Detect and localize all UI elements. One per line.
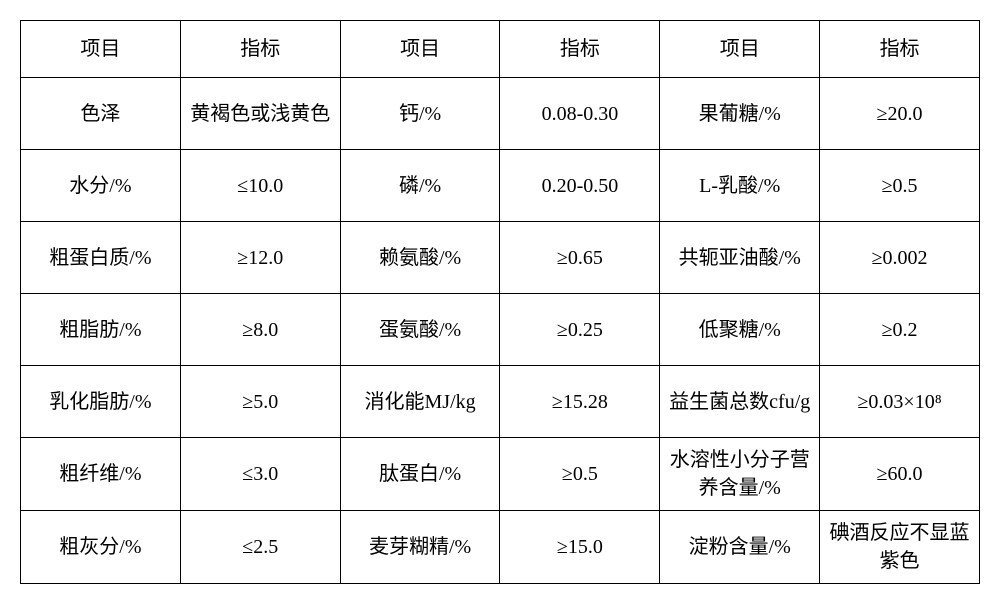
data-cell: 色泽 (21, 78, 181, 150)
table-row: 粗纤维/% ≤3.0 肽蛋白/% ≥0.5 水溶性小分子营养含量/% ≥60.0 (21, 438, 980, 511)
data-cell: ≥8.0 (180, 294, 340, 366)
data-cell: 麦芽糊精/% (340, 511, 500, 584)
data-cell: ≥0.002 (820, 222, 980, 294)
data-cell: 0.20-0.50 (500, 150, 660, 222)
data-cell: 粗脂肪/% (21, 294, 181, 366)
data-cell: ≤3.0 (180, 438, 340, 511)
data-cell: ≥20.0 (820, 78, 980, 150)
data-cell: 黄褐色或浅黄色 (180, 78, 340, 150)
table-row: 水分/% ≤10.0 磷/% 0.20-0.50 L-乳酸/% ≥0.5 (21, 150, 980, 222)
data-cell: ≥60.0 (820, 438, 980, 511)
data-cell: ≥0.2 (820, 294, 980, 366)
data-cell: 低聚糖/% (660, 294, 820, 366)
data-cell: 粗纤维/% (21, 438, 181, 511)
header-cell: 项目 (21, 21, 181, 78)
data-cell: 共轭亚油酸/% (660, 222, 820, 294)
header-cell: 项目 (340, 21, 500, 78)
data-cell: ≥0.5 (820, 150, 980, 222)
spec-table: 项目 指标 项目 指标 项目 指标 色泽 黄褐色或浅黄色 钙/% 0.08-0.… (20, 20, 980, 584)
table-row: 乳化脂肪/% ≥5.0 消化能MJ/kg ≥15.28 益生菌总数cfu/g ≥… (21, 366, 980, 438)
data-cell: ≥0.5 (500, 438, 660, 511)
data-cell: 肽蛋白/% (340, 438, 500, 511)
data-cell: 消化能MJ/kg (340, 366, 500, 438)
data-cell: ≥12.0 (180, 222, 340, 294)
data-cell: 碘酒反应不显蓝紫色 (820, 511, 980, 584)
data-cell: ≥15.28 (500, 366, 660, 438)
header-cell: 项目 (660, 21, 820, 78)
data-cell: ≤2.5 (180, 511, 340, 584)
data-cell: 钙/% (340, 78, 500, 150)
table-row: 项目 指标 项目 指标 项目 指标 (21, 21, 980, 78)
data-cell: ≥15.0 (500, 511, 660, 584)
data-cell: 赖氨酸/% (340, 222, 500, 294)
data-cell: 水溶性小分子营养含量/% (660, 438, 820, 511)
data-cell: 益生菌总数cfu/g (660, 366, 820, 438)
table-row: 粗脂肪/% ≥8.0 蛋氨酸/% ≥0.25 低聚糖/% ≥0.2 (21, 294, 980, 366)
header-cell: 指标 (820, 21, 980, 78)
data-cell: 淀粉含量/% (660, 511, 820, 584)
data-cell: 果葡糖/% (660, 78, 820, 150)
table-row: 粗灰分/% ≤2.5 麦芽糊精/% ≥15.0 淀粉含量/% 碘酒反应不显蓝紫色 (21, 511, 980, 584)
table-row: 色泽 黄褐色或浅黄色 钙/% 0.08-0.30 果葡糖/% ≥20.0 (21, 78, 980, 150)
header-cell: 指标 (180, 21, 340, 78)
data-cell: ≥5.0 (180, 366, 340, 438)
data-cell: 粗灰分/% (21, 511, 181, 584)
data-cell: L-乳酸/% (660, 150, 820, 222)
data-cell: ≥0.25 (500, 294, 660, 366)
table-row: 粗蛋白质/% ≥12.0 赖氨酸/% ≥0.65 共轭亚油酸/% ≥0.002 (21, 222, 980, 294)
data-cell: 0.08-0.30 (500, 78, 660, 150)
data-cell: 乳化脂肪/% (21, 366, 181, 438)
header-cell: 指标 (500, 21, 660, 78)
data-cell: 粗蛋白质/% (21, 222, 181, 294)
data-cell: ≥0.03×10⁸ (820, 366, 980, 438)
data-cell: ≥0.65 (500, 222, 660, 294)
data-cell: ≤10.0 (180, 150, 340, 222)
data-cell: 磷/% (340, 150, 500, 222)
data-cell: 蛋氨酸/% (340, 294, 500, 366)
data-cell: 水分/% (21, 150, 181, 222)
